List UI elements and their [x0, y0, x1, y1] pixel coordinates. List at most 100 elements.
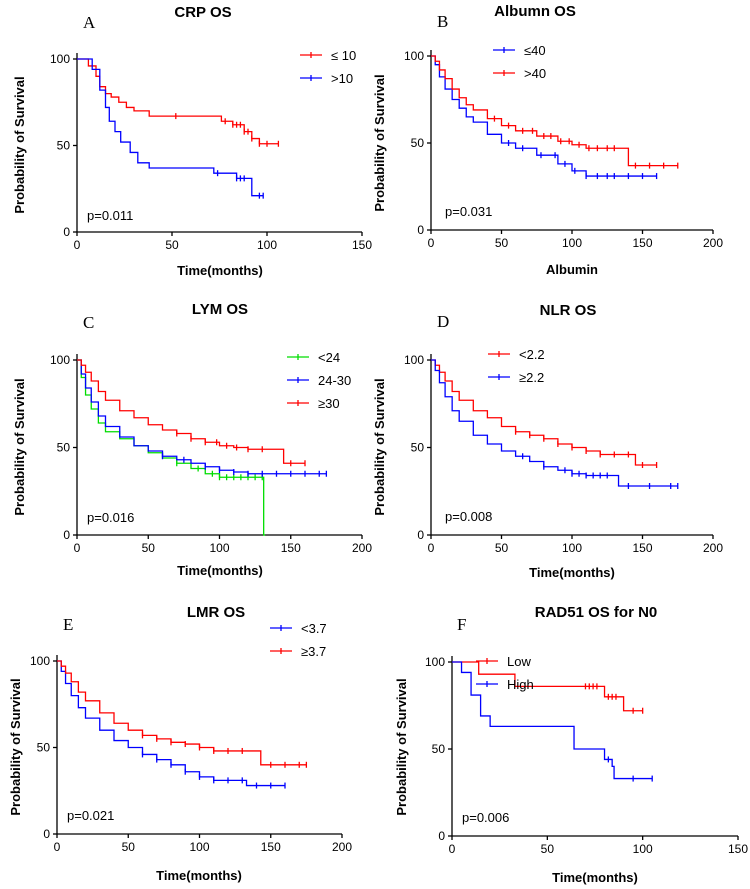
survival-curve [77, 359, 305, 464]
panel-label: E [63, 615, 73, 634]
legend-entry: >10 [300, 71, 353, 86]
x-tick-label: 100 [209, 541, 229, 555]
legend-label: <24 [318, 350, 340, 365]
legend-label: <3.7 [301, 621, 327, 636]
y-tick-label: 100 [425, 655, 445, 669]
x-axis-label: Time(months) [156, 868, 242, 883]
y-axis-label: Probability of Survival [394, 678, 409, 815]
survival-curve [77, 359, 327, 475]
x-tick-label: 200 [332, 840, 352, 854]
y-tick-label: 0 [417, 528, 424, 542]
y-tick-label: 0 [63, 225, 70, 239]
chart-title: NLR OS [540, 302, 597, 319]
panel-label: D [437, 312, 449, 331]
series--40 [431, 55, 679, 169]
x-tick-label: 150 [281, 541, 301, 555]
survival-curve [431, 359, 678, 487]
y-tick-label: 0 [438, 829, 445, 843]
panel-f: RAD51 OS for N0 F 0 50 100 150 0 50 100 Time(mont… [394, 604, 748, 885]
y-tick-label: 0 [63, 528, 70, 542]
series--2-2 [431, 359, 679, 489]
legend-entry: ≥2.2 [488, 370, 544, 385]
legend-label: >10 [331, 71, 353, 86]
survival-curve [77, 58, 264, 197]
chart-title: RAD51 OS for N0 [535, 604, 658, 621]
legend-label: ≥2.2 [519, 370, 544, 385]
panel-c: LYM OS C 0 50 100 150 200 0 50 100 Time(months) Pro… [12, 301, 372, 578]
legend-label: ≥3.7 [301, 644, 326, 659]
y-tick-label: 50 [411, 136, 425, 150]
x-tick-label: 50 [142, 541, 156, 555]
x-tick-label: 0 [54, 840, 61, 854]
legend-entry: >40 [493, 66, 546, 81]
series--10 [77, 58, 264, 199]
y-tick-label: 50 [411, 441, 425, 455]
legend-entry: 24-30 [287, 373, 351, 388]
x-tick-label: 0 [74, 238, 81, 252]
y-tick-label: 50 [37, 741, 51, 755]
y-tick-label: 50 [57, 441, 71, 455]
legend-entry: <24 [287, 350, 340, 365]
panel-label: A [83, 13, 96, 32]
x-tick-label: 100 [633, 842, 653, 856]
y-tick-label: 100 [50, 353, 70, 367]
p-value: p=0.011 [87, 208, 133, 223]
x-axis-label: Time(months) [552, 870, 638, 885]
y-axis-label: Probability of Survival [8, 678, 23, 815]
x-tick-label: 50 [122, 840, 136, 854]
y-tick-label: 0 [43, 827, 50, 841]
survival-curve [57, 660, 307, 766]
legend-entry: ≥3.7 [270, 644, 326, 659]
p-value: p=0.021 [67, 808, 114, 823]
y-axis-label: Probability of Survival [12, 378, 27, 515]
legend-entry: Low [476, 654, 531, 669]
legend-label: >40 [524, 66, 546, 81]
panel-d: NLR OS D 0 50 100 150 200 0 50 100 Time(months) Pro… [372, 302, 723, 580]
x-tick-label: 50 [541, 842, 555, 856]
series-high [452, 661, 653, 782]
chart-title: LMR OS [187, 604, 245, 621]
survival-curve [452, 661, 643, 712]
legend-entry: ≤40 [493, 43, 546, 58]
p-value: p=0.031 [445, 204, 492, 219]
legend-entry: <3.7 [270, 621, 327, 636]
y-tick-label: 0 [417, 223, 424, 237]
y-tick-label: 50 [57, 139, 71, 153]
panel-b: Albumn OS B 0 50 100 150 200 0 50 100 Albumin Proba… [372, 3, 723, 277]
legend-entry: ≤ 10 [300, 48, 356, 63]
panel-e: LMR OS E 0 50 100 150 200 0 50 100 Time(months) Pro… [8, 604, 352, 883]
chart-title: Albumn OS [494, 3, 576, 20]
x-tick-label: 50 [495, 236, 509, 250]
x-tick-label: 150 [632, 541, 652, 555]
x-axis-label: Time(months) [177, 263, 263, 278]
panel-label: C [83, 313, 94, 332]
x-tick-label: 200 [352, 541, 372, 555]
y-axis-label: Probability of Survival [372, 378, 387, 515]
x-tick-label: 100 [562, 236, 582, 250]
legend-label: Low [507, 654, 531, 669]
survival-curve [452, 661, 653, 780]
series--10 [77, 58, 280, 147]
legend-entry: ≥30 [287, 396, 340, 411]
series-24-30 [77, 359, 328, 477]
x-tick-label: 100 [562, 541, 582, 555]
panel-label: B [437, 12, 448, 31]
series--30 [77, 359, 306, 467]
x-axis-label: Albumin [546, 262, 598, 277]
legend-entry: High [476, 677, 534, 692]
x-axis-label: Time(months) [177, 563, 263, 578]
x-tick-label: 50 [165, 238, 179, 252]
y-tick-label: 100 [404, 353, 424, 367]
legend-label: <2.2 [519, 347, 545, 362]
chart-title: LYM OS [192, 301, 248, 318]
series--3-7 [57, 660, 308, 768]
survival-curve [431, 55, 678, 167]
survival-curve [57, 660, 285, 787]
x-axis-label: Time(months) [529, 565, 615, 580]
p-value: p=0.006 [462, 810, 509, 825]
series--3-7 [57, 660, 286, 789]
x-tick-label: 100 [257, 238, 277, 252]
x-tick-label: 0 [449, 842, 456, 856]
p-value: p=0.016 [87, 510, 134, 525]
